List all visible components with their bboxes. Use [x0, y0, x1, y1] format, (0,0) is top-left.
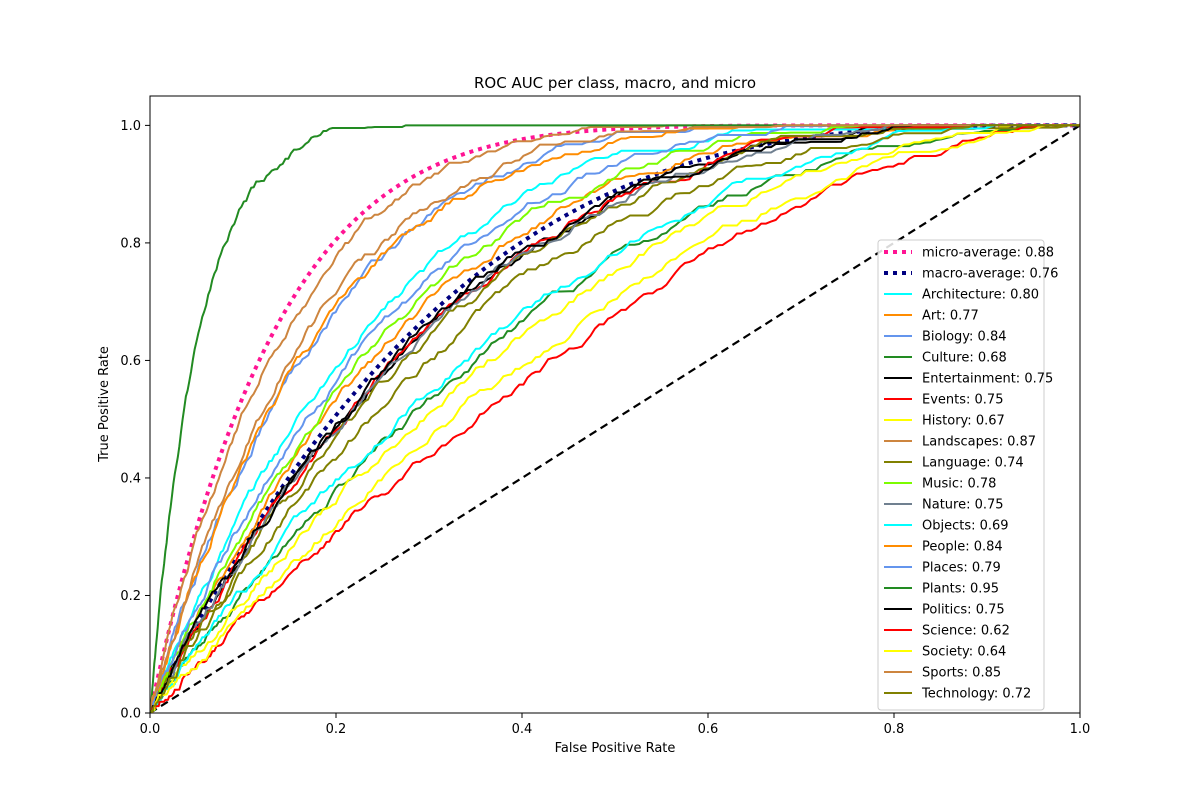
roc-curve-10 — [150, 124, 1080, 713]
x-tick-label: 0.4 — [512, 722, 533, 737]
y-axis: 0.0 0.2 0.4 0.6 0.8 1.0 — [120, 119, 150, 722]
legend-entry: micro-average: 0.88 — [922, 246, 1054, 261]
plot-frame — [149, 95, 1081, 714]
roc-curve-13 — [150, 124, 1080, 713]
y-tick-label: 0.4 — [120, 471, 141, 486]
x-tick-label: 0.0 — [140, 722, 161, 737]
roc-curve-12 — [150, 124, 1080, 713]
x-tick-label: 0.6 — [698, 722, 719, 737]
chance-line — [150, 124, 1080, 713]
roc-curve-11 — [150, 124, 1080, 713]
legend-entry: Language: 0.74 — [922, 456, 1024, 471]
legend-entry: Nature: 0.75 — [922, 498, 1004, 513]
y-axis-label: True Positive Rate — [97, 346, 112, 463]
roc-curve-2 — [150, 124, 1080, 713]
legend-entry: Music: 0.78 — [922, 477, 996, 492]
roc-curve-21 — [150, 124, 1080, 713]
legend-entry: Technology: 0.72 — [921, 687, 1031, 702]
y-tick-label: 0.2 — [120, 589, 141, 604]
legend-entry: Culture: 0.68 — [922, 351, 1007, 366]
roc-curve-20 — [150, 124, 1080, 713]
y-tick-label: 0.0 — [120, 707, 141, 722]
x-tick-label: 0.2 — [326, 722, 347, 737]
roc-curve-17 — [150, 124, 1080, 713]
legend-entry: Events: 0.75 — [922, 393, 1003, 408]
legend-entry: Politics: 0.75 — [922, 603, 1005, 618]
legend-entry: Society: 0.64 — [922, 645, 1006, 660]
legend-entry: Science: 0.62 — [922, 624, 1010, 639]
legend-entry: Places: 0.79 — [922, 561, 1001, 576]
x-tick-label: 0.8 — [884, 722, 905, 737]
y-tick-label: 0.6 — [120, 354, 141, 369]
x-tick-label: 1.0 — [1070, 722, 1091, 737]
legend-entry: People: 0.84 — [922, 540, 1003, 555]
legend-entry: Entertainment: 0.75 — [922, 372, 1053, 387]
legend-entry: Biology: 0.84 — [922, 330, 1007, 345]
roc-curve-5 — [150, 124, 1080, 713]
x-axis-label: False Positive Rate — [555, 741, 676, 756]
legend-entry: Plants: 0.95 — [922, 582, 999, 597]
legend-entry: Architecture: 0.80 — [922, 288, 1039, 303]
y-tick-label: 0.8 — [120, 236, 141, 251]
roc-curve-19 — [150, 124, 1080, 713]
y-tick-label: 1.0 — [120, 119, 141, 134]
roc-curve-18 — [150, 124, 1080, 713]
legend-entry: Art: 0.77 — [922, 309, 979, 324]
legend-entry: History: 0.67 — [922, 414, 1005, 429]
x-axis: 0.0 0.2 0.4 0.6 0.8 1.0 — [140, 713, 1091, 737]
legend: micro-average: 0.88 macro-average: 0.76 Ar… — [877, 239, 1058, 711]
roc-curve-1 — [150, 123, 1080, 713]
legend-box — [877, 239, 1045, 711]
legend-entry: Sports: 0.85 — [922, 666, 1001, 681]
roc-curve-8 — [150, 124, 1080, 713]
roc-curves — [150, 123, 1080, 713]
chart-title: ROC AUC per class, macro, and micro — [474, 74, 756, 92]
legend-entry: Objects: 0.69 — [922, 519, 1009, 534]
legend-entry: macro-average: 0.76 — [922, 267, 1058, 282]
legend-entry: Landscapes: 0.87 — [922, 435, 1036, 450]
